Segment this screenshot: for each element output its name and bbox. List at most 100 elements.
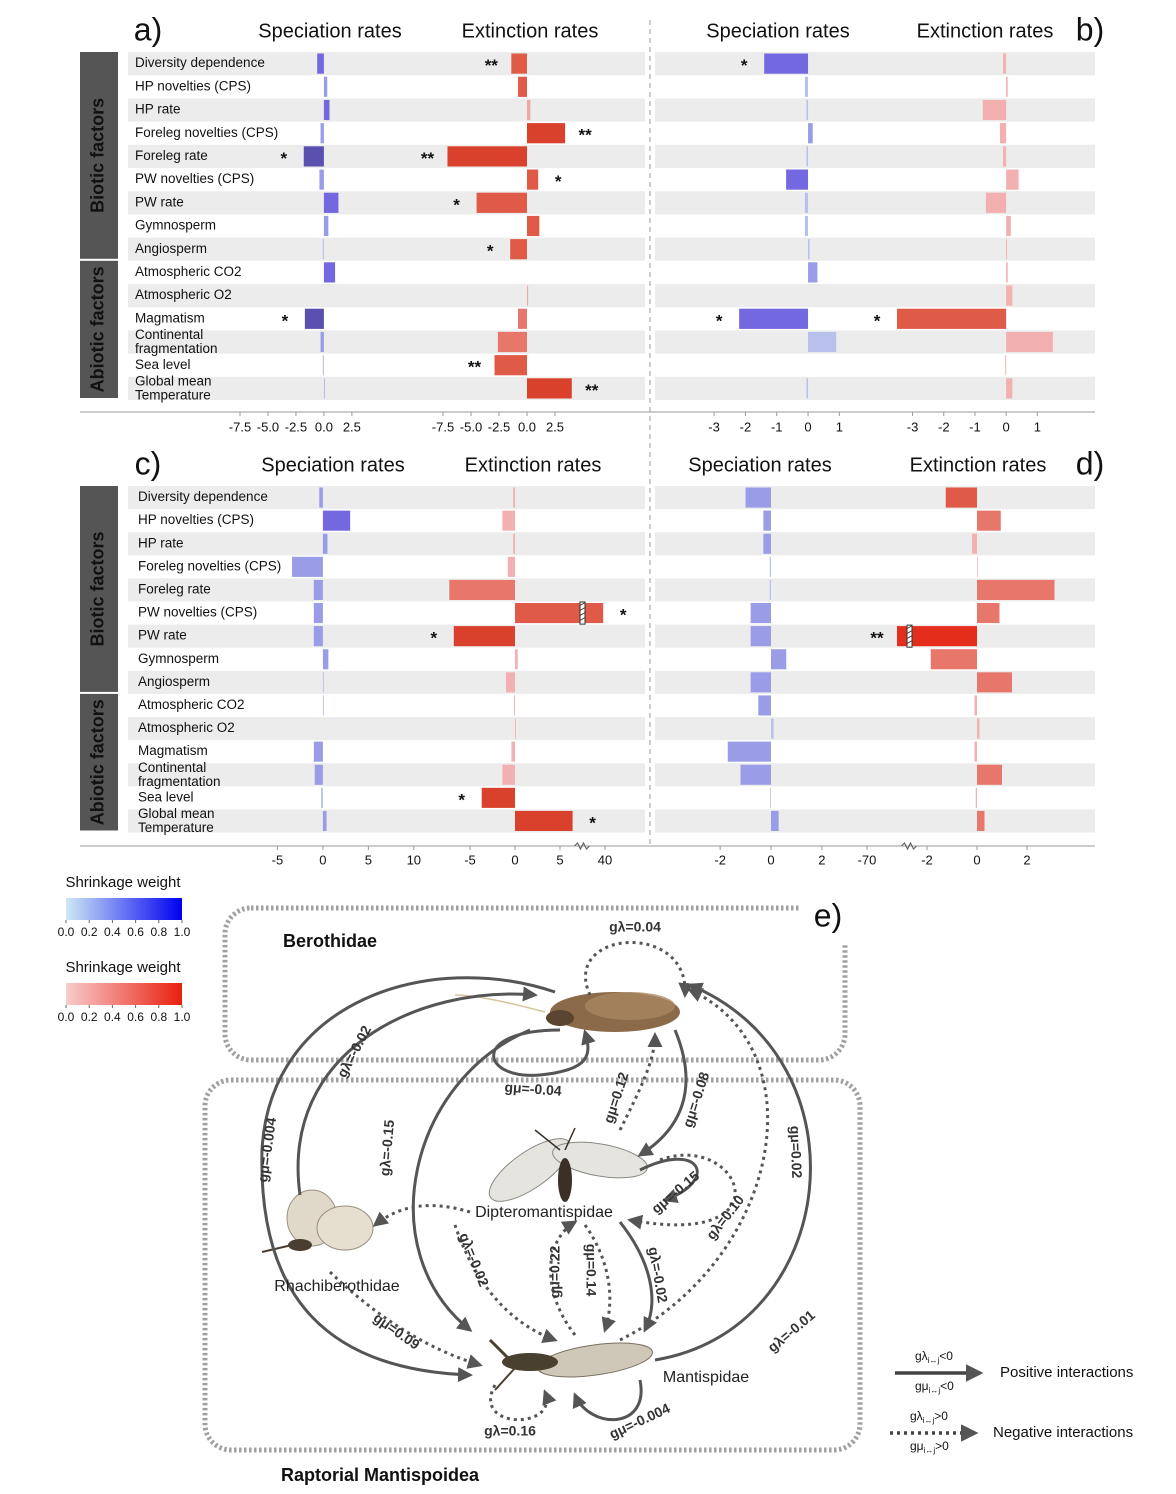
group-label: Biotic factors [88, 98, 108, 213]
row-band [128, 670, 645, 694]
bar-break [579, 601, 586, 625]
category-label: Atmospheric O2 [138, 720, 235, 735]
significance-star: * [487, 242, 494, 261]
chart-title: Speciation rates [706, 20, 849, 42]
group-band [80, 486, 118, 692]
bar [1006, 169, 1019, 190]
x-tick-label: 2 [1023, 852, 1030, 867]
bar [323, 192, 339, 213]
edge-positive [411, 1028, 531, 1332]
panel-label: e) [814, 897, 842, 933]
bar [313, 626, 323, 647]
bar [322, 695, 324, 716]
chart-title: Extinction rates [917, 20, 1054, 42]
row-band [655, 191, 1095, 215]
bar [740, 764, 771, 785]
bar [515, 603, 604, 624]
bar [808, 123, 813, 144]
bar [323, 99, 330, 121]
colorbar-tick-label: 0.4 [104, 1010, 121, 1024]
x-tick-label: 40 [598, 852, 612, 867]
x-tick-label: 0 [1003, 419, 1010, 434]
label-background [800, 895, 855, 943]
row-band [655, 717, 1095, 741]
category-label: HP rate [135, 102, 181, 117]
x-tick-label: 2.5 [343, 419, 361, 434]
category-label: Diversity dependence [138, 489, 268, 504]
row-band [128, 284, 645, 308]
bar [977, 718, 980, 739]
row-band [655, 330, 1095, 354]
bar [502, 510, 515, 531]
category-label: Foreleg novelties (CPS) [135, 125, 278, 140]
x-tick-label: -3 [708, 419, 720, 434]
bar [494, 355, 527, 376]
bar [977, 672, 1012, 693]
bar [897, 626, 977, 647]
bar [977, 764, 1002, 785]
bar [977, 556, 978, 577]
row-band [128, 486, 645, 510]
x-tick-label: -2 [740, 419, 752, 434]
insect-dipteromantispidae [488, 1127, 648, 1202]
row-band [655, 144, 1095, 168]
bar [304, 308, 324, 329]
edge-negative [584, 940, 694, 998]
group-band [80, 260, 118, 398]
bar [303, 146, 324, 167]
significance-star: * [430, 629, 437, 648]
bar [758, 695, 771, 716]
edge-positive [637, 1029, 688, 1157]
bar [763, 510, 771, 531]
category-label: PW rate [138, 628, 187, 643]
category-label: Atmospheric CO2 [135, 264, 242, 279]
bar [977, 579, 1055, 600]
significance-star: * [716, 311, 723, 330]
bar [1006, 76, 1008, 97]
chart-title: Extinction rates [910, 454, 1047, 476]
category-label: Continental fragmentation [138, 759, 221, 788]
bar [511, 53, 527, 74]
chart-title: Speciation rates [258, 20, 401, 42]
significance-star: ** [578, 126, 592, 145]
row-band [655, 376, 1095, 400]
group-label: Biotic factors [88, 531, 108, 646]
edge-label: gλ=0.16 [484, 1423, 536, 1439]
row-band [128, 532, 645, 556]
x-tick-label: -5 [464, 852, 476, 867]
bar [511, 741, 515, 762]
row-band [655, 670, 1095, 694]
colorbar-tick-label: 0.0 [58, 1010, 75, 1024]
bar [764, 53, 809, 74]
significance-star: ** [585, 381, 599, 400]
category-label: Foreleg rate [135, 148, 208, 163]
bar [1006, 262, 1008, 283]
node-label: Mantispidae [663, 1369, 749, 1386]
bar [313, 579, 323, 600]
legend-condition: gμi↔j<0 [915, 1379, 954, 1395]
x-tick-label: -1 [969, 419, 981, 434]
category-label: Atmospheric CO2 [138, 697, 245, 712]
colorbar-tick-label: 0.4 [104, 925, 121, 939]
row-band [655, 763, 1095, 787]
bar [771, 810, 779, 831]
bar [513, 533, 515, 554]
x-tick-label: 5 [365, 852, 372, 867]
x-tick-label: 2.5 [546, 419, 564, 434]
row-band [128, 578, 645, 602]
bar [527, 285, 529, 306]
x-tick-label: -5 [272, 852, 284, 867]
bar [322, 672, 324, 693]
category-label: Magmatism [138, 743, 208, 758]
bar [745, 487, 771, 508]
panel-label: d) [1076, 445, 1104, 481]
edge-negative [619, 988, 770, 1342]
chart-title: Speciation rates [688, 454, 831, 476]
bar [1003, 146, 1007, 167]
row-band [128, 624, 645, 648]
bar [314, 764, 323, 785]
edge-label: gμ=0.14 [583, 1244, 599, 1297]
edges [260, 940, 812, 1422]
bar-break-hatch [579, 607, 586, 611]
